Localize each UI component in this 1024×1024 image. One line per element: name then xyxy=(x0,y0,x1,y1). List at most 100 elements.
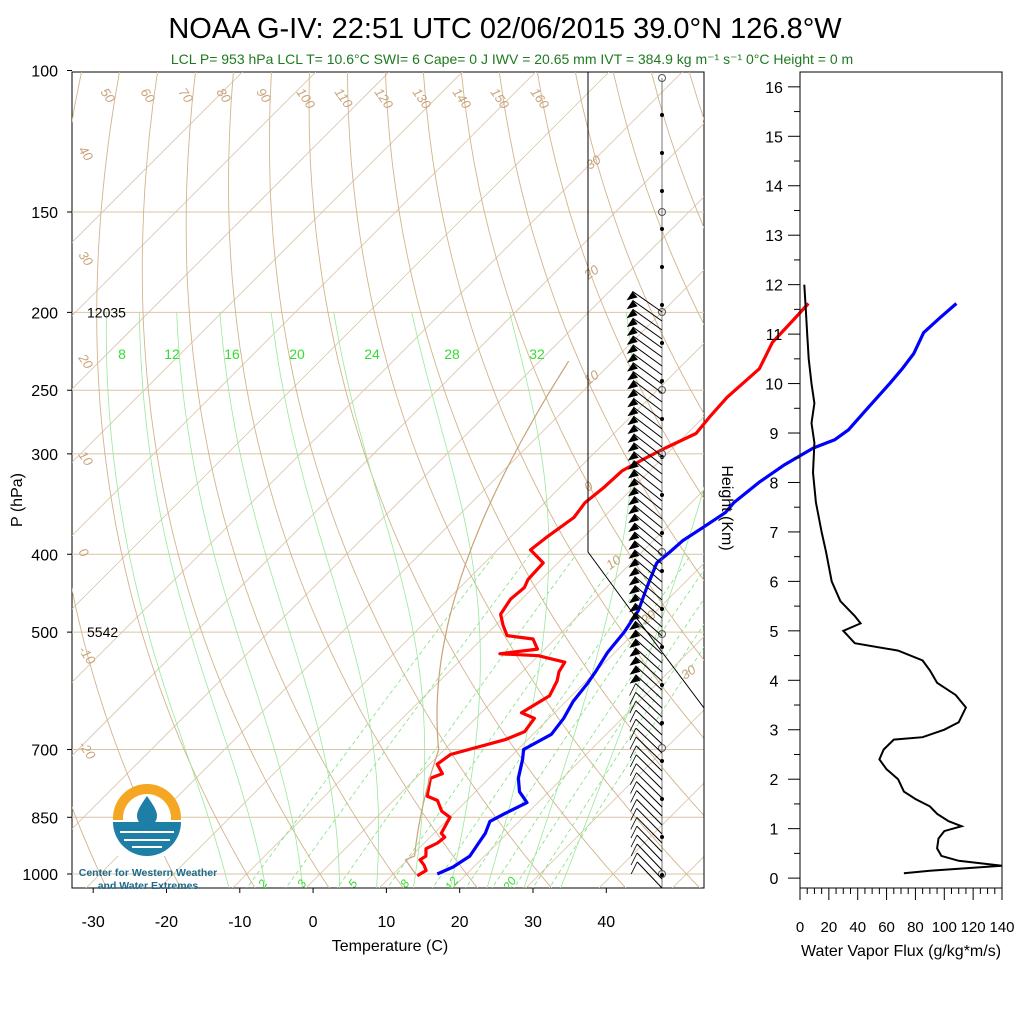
dry-adiabat-label: 140 xyxy=(450,85,475,112)
wind-barb-flag xyxy=(627,478,639,488)
flux-x-tick-label: 20 xyxy=(821,919,838,936)
dry-adiabat-label: 50 xyxy=(98,85,119,106)
x-tick-label: 10 xyxy=(377,914,395,931)
logo-line-2: and Water Extremes xyxy=(98,880,199,892)
dry-adiabat-label: -10 xyxy=(76,643,100,668)
wind-barb-shaft xyxy=(632,353,663,376)
dry-adiabat-line xyxy=(72,806,108,888)
wind-barb-flag xyxy=(627,442,639,452)
flux-y-tick-label: 8 xyxy=(770,475,779,492)
wind-barb-flag xyxy=(627,389,639,399)
dry-adiabat-label: 0 xyxy=(76,545,93,560)
mixing-ratio-line xyxy=(285,554,531,888)
wind-barb-shaft xyxy=(634,647,663,673)
wind-barb-shaft xyxy=(635,656,663,682)
flux-y-tick-label: 4 xyxy=(770,673,779,690)
wind-calm-dot xyxy=(660,265,664,269)
wind-barb-shaft xyxy=(635,683,663,709)
y-tick-label: 500 xyxy=(31,625,58,642)
wind-barb-flag xyxy=(628,505,640,515)
x-tick-label: 20 xyxy=(451,914,469,931)
y-tick-label: 1000 xyxy=(22,867,58,884)
wind-calm-dot xyxy=(660,759,664,763)
flux-x-tick-label: 100 xyxy=(932,919,957,936)
wind-calm-dot xyxy=(660,417,664,421)
flux-y-tick-label: 7 xyxy=(770,525,779,542)
wind-barb-shaft xyxy=(635,709,663,736)
wind-barb-flag xyxy=(627,460,639,470)
flux-y-tick-label: 9 xyxy=(770,426,779,443)
wind-barb-feather xyxy=(629,719,637,732)
dry-adiabat-line xyxy=(765,71,1024,892)
wind-barb-shaft xyxy=(636,790,663,817)
skewt-grid: 50 60 70 80 90 100 110 120 130 140 150 160403020100… xyxy=(72,71,1024,892)
dry-adiabat-line xyxy=(536,72,704,500)
wind-barb-feather xyxy=(629,736,637,750)
dry-adiabat-label: 30 xyxy=(76,248,97,269)
wind-barb-feather xyxy=(629,692,637,705)
wind-barb-shaft xyxy=(632,317,663,340)
wind-calm-dot xyxy=(660,797,664,801)
wind-barb-feather xyxy=(629,710,637,723)
wind-barb-flag xyxy=(629,638,641,648)
dry-adiabat-label: 120 xyxy=(372,85,397,112)
flux-x-axis-label: Water Vapor Flux (g/kg*m/s) xyxy=(801,943,1001,960)
wind-barb-flag xyxy=(628,567,640,577)
dry-adiabat-label: -20 xyxy=(76,738,100,763)
geopotential-height-label: 12035 xyxy=(87,304,126,320)
dry-adiabat-label: 100 xyxy=(294,85,319,112)
dry-adiabat-label: 40 xyxy=(76,143,97,164)
wind-barb-flag xyxy=(627,407,639,417)
wind-barb-flag xyxy=(628,594,640,604)
wind-barb-shaft xyxy=(635,754,663,781)
wind-barb-flag xyxy=(629,603,640,613)
wind-barb-shaft xyxy=(632,388,663,412)
moist-adiabat-label: 20 xyxy=(580,261,602,283)
wind-barb-shaft xyxy=(633,495,663,520)
dry-adiabat-line xyxy=(185,72,404,888)
wind-barb-shaft xyxy=(632,371,663,394)
dry-adiabat-line xyxy=(141,72,330,888)
dry-adiabat-line xyxy=(803,71,1024,892)
wind-calm-dot xyxy=(660,113,664,117)
y-tick-label: 250 xyxy=(31,383,58,400)
wind-barb-flag xyxy=(628,540,640,550)
flux-series xyxy=(803,284,1003,875)
wind-barb-flag xyxy=(626,291,638,301)
wind-barb-feather xyxy=(630,817,638,830)
wind-barb-flag xyxy=(629,647,641,657)
wind-barb-flag xyxy=(627,362,638,372)
chart-subtitle: LCL P= 953 hPa LCL T= 10.6°C SWI= 6 Cape… xyxy=(171,51,853,67)
flux-x-tick-label: 40 xyxy=(849,919,866,936)
wind-barb-shaft xyxy=(634,611,663,637)
mixing-ratio-line xyxy=(465,554,692,888)
moist-adiabat-line xyxy=(486,312,550,888)
isotherm-line xyxy=(72,72,610,610)
dry-adiabat-line xyxy=(650,72,704,229)
wind-barb-shaft xyxy=(635,665,663,691)
wind-barb-flag xyxy=(627,425,639,434)
y-tick-label: 300 xyxy=(31,447,58,464)
wind-calm-dot xyxy=(660,721,664,725)
wind-barb-shaft xyxy=(636,861,663,889)
flux-y-tick-label: 11 xyxy=(766,327,783,344)
wind-calm-dot xyxy=(660,341,664,345)
barb-region-border xyxy=(587,72,705,888)
mixing-ratio-label: 8 xyxy=(118,346,126,362)
flux-y-tick-label: 16 xyxy=(765,80,783,97)
y-tick-label: 150 xyxy=(31,205,58,222)
dry-adiabat-label: 90 xyxy=(254,85,275,106)
wind-barb-flag xyxy=(627,371,639,381)
wind-barb-feather xyxy=(630,781,637,794)
wind-barb-flag xyxy=(627,469,639,479)
wind-barb-feather xyxy=(629,745,637,759)
mixing-ratio-line xyxy=(491,569,704,888)
wind-level-circle xyxy=(658,308,666,316)
logo-line-1: Center for Western Weather xyxy=(79,867,217,879)
dry-adiabat-line xyxy=(346,72,701,888)
wind-calm-dot xyxy=(660,873,664,877)
wind-barb-shaft xyxy=(634,593,663,619)
wind-barbs xyxy=(626,74,666,889)
wind-barb-flag xyxy=(626,309,638,319)
wind-calm-dot xyxy=(660,151,664,155)
